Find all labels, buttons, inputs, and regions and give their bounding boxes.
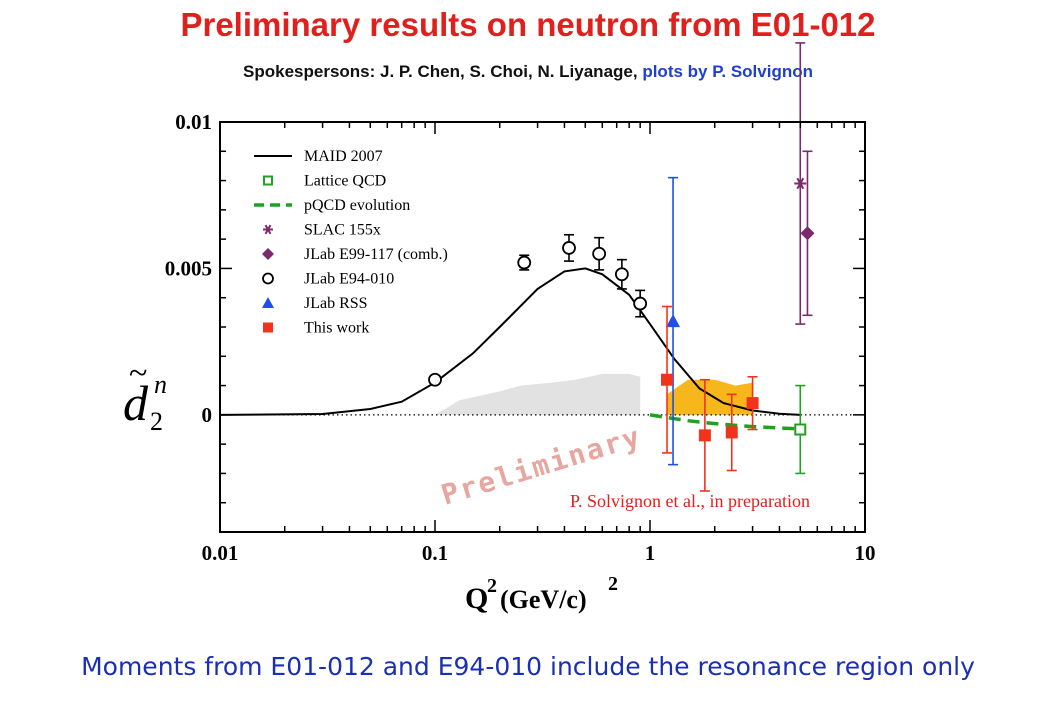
jlab-e94-010-point-0 [428, 372, 442, 387]
tick-labels: 0.01 0.1 1 10 0 0.005 0.01 [165, 110, 876, 565]
jlab-rss-point-0 [666, 314, 681, 328]
legend-entry-jlab-e99-117-comb-swatch [262, 248, 274, 260]
jlab-e99-117-comb-point-0 [800, 226, 815, 241]
slac-155x-point-0 [794, 177, 807, 190]
lattice-qcd-point-0 [794, 423, 807, 436]
this-work-point-1 [698, 429, 711, 442]
legend-entry-jlab-rss-label: JLab RSS [304, 295, 368, 312]
legend-entry-lattice-qcd-swatch [263, 175, 273, 186]
legend-entry-slac-155x-label: SLAC 155x [304, 222, 381, 239]
y-axis-label: ~ d n 2 [123, 355, 167, 436]
x-axis-label: Q 2 (GeV/c) 2 [465, 573, 618, 615]
legend-entry-slac-155x-swatch [263, 224, 273, 235]
svg-text:Q: Q [465, 582, 488, 615]
svg-text:2: 2 [487, 575, 497, 597]
x-tick-label: 10 [855, 541, 876, 565]
plots-credit-text: plots by P. Solvignon [642, 62, 813, 81]
svg-text:2: 2 [150, 407, 163, 436]
legend-entry-slac-155x-swatch-stroke [264, 224, 272, 235]
this-work-point-2 [725, 426, 738, 439]
axes-frame [219, 121, 866, 533]
subtitle: Spokespersons: J. P. Chen, S. Choi, N. L… [0, 62, 1056, 82]
gray-band [435, 373, 641, 415]
spokespersons-text: Spokespersons: J. P. Chen, S. Choi, N. L… [243, 62, 638, 81]
legend-entry-pqcd-evolution-label: pQCD evolution [304, 197, 410, 214]
svg-text:d: d [123, 375, 149, 431]
legend-entry-jlab-e94-010-swatch [262, 272, 274, 285]
jlab-e94-010-point-5 [633, 296, 648, 311]
data-points-layer [428, 42, 815, 492]
legend-entry-jlab-rss-swatch [262, 297, 274, 308]
y-tick-label: 0.005 [165, 256, 212, 280]
this-work-point-0 [661, 373, 674, 386]
pqcd-evolution-curve [649, 413, 801, 431]
legend-entry-jlab-e99-117-comb-label: JLab E99-117 (comb.) [304, 246, 448, 263]
y-tick-label: 0.01 [175, 110, 212, 134]
this-work-point-3 [746, 397, 759, 410]
jlab-e94-010-point-2 [562, 241, 576, 255]
curves-layer [219, 267, 801, 431]
jlab-e94-010-point-3 [592, 246, 607, 261]
jlab-e94-010-point-4 [614, 267, 629, 282]
legend-entry-this-work-swatch [263, 322, 273, 333]
legend: MAID 2007 Lattice QCD pQCD evolution SLAC 1… [254, 148, 448, 337]
x-tick-label: 0.1 [422, 541, 448, 565]
svg-text:n: n [154, 370, 167, 399]
legend-entry-this-work-label: This work [304, 320, 369, 337]
jlab-e94-010-point-1 [517, 255, 532, 270]
page-title: Preliminary results on neutron from E01-… [180, 6, 876, 43]
maid-2007-curve [219, 267, 801, 416]
x-tick-label: 1 [645, 541, 656, 565]
svg-text:(GeV/c): (GeV/c) [500, 585, 587, 614]
y-tick-label: 0 [202, 403, 213, 427]
in-preparation-annotation: P. Solvignon et al., in preparation [570, 491, 810, 511]
legend-entry-lattice-qcd-label: Lattice QCD [304, 173, 386, 190]
legend-entry-jlab-e94-010-label: JLab E94-010 [304, 271, 394, 288]
svg-text:2: 2 [608, 573, 618, 595]
x-tick-label: 0.01 [202, 541, 239, 565]
footer-note: Moments from E01-012 and E94-010 include… [81, 652, 975, 681]
svg-text:~: ~ [129, 355, 147, 392]
orange-band [667, 379, 753, 415]
legend-entry-maid-2007-label: MAID 2007 [304, 148, 383, 165]
slac-155x-point-0-stroke [796, 177, 805, 190]
